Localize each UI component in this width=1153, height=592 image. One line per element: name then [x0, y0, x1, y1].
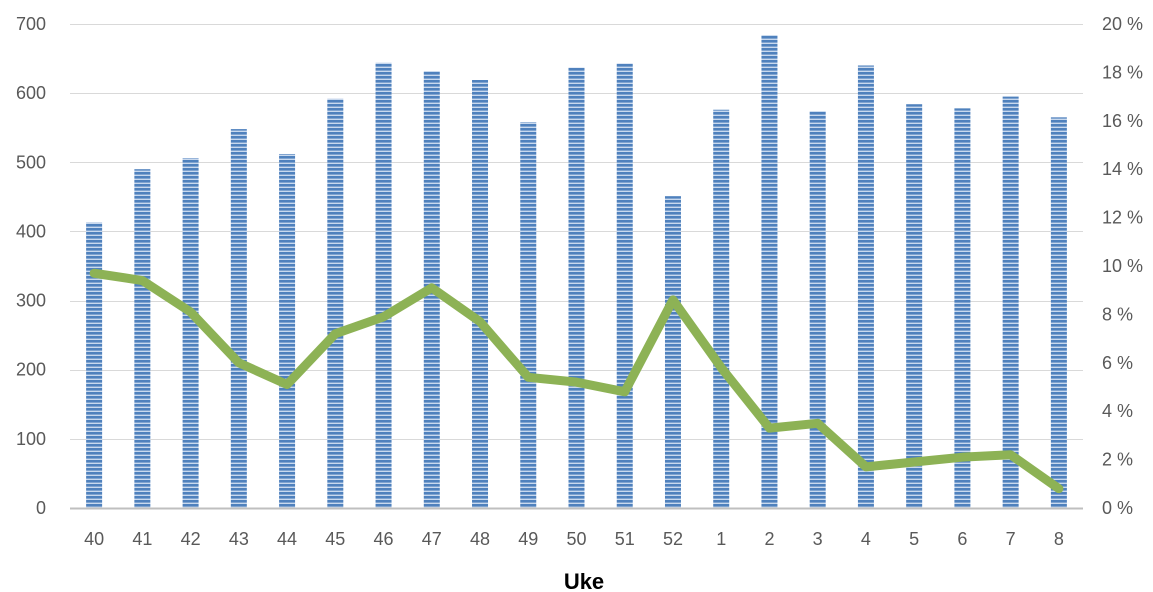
y2-tick-label: 14 %	[1102, 159, 1143, 179]
x-tick-label: 1	[716, 529, 726, 549]
bar	[279, 153, 296, 508]
x-tick-label: 51	[615, 529, 635, 549]
x-tick-label: 6	[957, 529, 967, 549]
y2-tick-label: 10 %	[1102, 256, 1143, 276]
line-series	[89, 268, 1064, 494]
y2-tick-label: 20 %	[1102, 14, 1143, 34]
x-axis-title: Uke	[564, 569, 604, 592]
y-tick-label: 500	[16, 152, 46, 172]
x-tick-label: 45	[325, 529, 345, 549]
bar	[906, 104, 923, 508]
y-tick-label: 100	[16, 429, 46, 449]
y-tick-label: 200	[16, 360, 46, 380]
x-tick-label: 41	[132, 529, 152, 549]
bar	[1002, 96, 1019, 508]
x-tick-label: 40	[84, 529, 104, 549]
bar	[327, 98, 344, 508]
y2-tick-label: 18 %	[1102, 62, 1143, 82]
y2-tick-label: 2 %	[1102, 450, 1133, 470]
x-tick-label: 4	[861, 529, 871, 549]
bar	[664, 196, 681, 508]
x-tick-label: 8	[1054, 529, 1064, 549]
y-tick-label: 300	[16, 291, 46, 311]
bar	[568, 67, 585, 508]
bar	[182, 158, 199, 508]
bar	[230, 129, 247, 508]
bar	[809, 111, 826, 509]
bar	[375, 62, 392, 508]
x-tick-label: 42	[181, 529, 201, 549]
bar	[1050, 117, 1067, 508]
bar	[86, 222, 103, 508]
bar	[616, 63, 633, 508]
x-tick-label: 49	[518, 529, 538, 549]
x-tick-label: 7	[1006, 529, 1016, 549]
x-tick-label: 44	[277, 529, 297, 549]
y-tick-label: 400	[16, 221, 46, 241]
x-tick-label: 2	[764, 529, 774, 549]
y-tick-label: 600	[16, 83, 46, 103]
y2-tick-label: 8 %	[1102, 304, 1133, 324]
bar	[954, 108, 971, 509]
bar-series	[86, 35, 1067, 509]
bar	[713, 109, 730, 508]
y2-tick-label: 12 %	[1102, 208, 1143, 228]
y-axis-left-ticks: 0 100 200 300 400 500 600 700	[16, 14, 46, 518]
bar	[134, 169, 151, 508]
y-axis-right-ticks: 0 % 2 % 4 % 6 % 8 % 10 % 12 % 14 % 16 % 18 % 20 %	[1102, 14, 1143, 518]
bar	[761, 35, 778, 508]
x-tick-label: 3	[813, 529, 823, 549]
bar	[857, 65, 874, 508]
y2-tick-label: 0 %	[1102, 498, 1133, 518]
x-tick-label: 48	[470, 529, 490, 549]
x-tick-label: 50	[566, 529, 586, 549]
x-tick-label: 52	[663, 529, 683, 549]
x-tick-label: 46	[374, 529, 394, 549]
y2-tick-label: 6 %	[1102, 353, 1133, 373]
y-tick-label: 700	[16, 14, 46, 34]
x-tick-label: 47	[422, 529, 442, 549]
x-tick-label: 43	[229, 529, 249, 549]
y2-tick-label: 4 %	[1102, 401, 1133, 421]
y-tick-label: 0	[36, 498, 46, 518]
x-axis-ticks: 40 41 42 43 44 45 46 47 48 49 50 51 52 1 2 3 4 5 6 7 8	[84, 529, 1064, 549]
x-tick-label: 5	[909, 529, 919, 549]
bar	[520, 122, 537, 508]
y2-tick-label: 16 %	[1102, 111, 1143, 131]
bar	[472, 80, 489, 509]
